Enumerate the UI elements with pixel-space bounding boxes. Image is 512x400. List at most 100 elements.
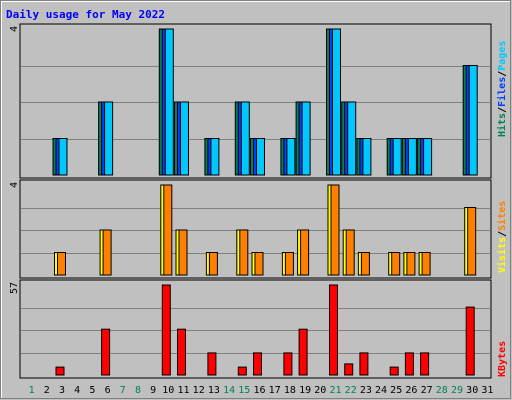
- x-tick-label-day-3: 3: [59, 385, 65, 396]
- bar-kbytes-day-13: [207, 352, 217, 376]
- x-tick-label-day-12: 12: [193, 385, 205, 396]
- bar-kbytes-day-6: [101, 328, 111, 376]
- bar-pages-day-26: [407, 138, 417, 176]
- x-tick-label-day-30: 30: [466, 385, 478, 396]
- panel-legend: Hits/Files/Pages: [496, 41, 508, 137]
- legend-entry: KBytes: [497, 341, 508, 377]
- bar-kbytes-day-18: [283, 352, 293, 376]
- legend-entry: Pages: [497, 41, 508, 71]
- bar-pages-day-18: [286, 138, 296, 176]
- legend-entry: /: [497, 107, 508, 113]
- panel-bars: [54, 184, 477, 276]
- x-tick-label-day-18: 18: [284, 385, 296, 396]
- bar-sites-day-10: [163, 184, 173, 276]
- chart-title: Daily usage for May 2022: [6, 8, 165, 21]
- x-tick-label-day-13: 13: [208, 385, 220, 396]
- y-max-label: 57: [9, 282, 20, 294]
- legend-entry: /: [497, 231, 508, 237]
- panel-bars: [52, 28, 478, 176]
- panel-legend: Visits/Sites: [496, 201, 508, 273]
- x-tick-label-day-11: 11: [177, 385, 189, 396]
- bar-sites-day-19: [300, 229, 310, 276]
- panel-kbytes: 57 KBytes: [9, 279, 508, 379]
- bar-sites-day-30: [467, 207, 477, 276]
- x-tick-label-day-28: 28: [436, 385, 448, 396]
- bar-pages-day-13: [210, 138, 220, 176]
- x-tick-label-day-23: 23: [360, 385, 372, 396]
- legend-entry: Files: [496, 77, 508, 107]
- bar-kbytes-day-25: [389, 366, 399, 376]
- bar-pages-day-15: [240, 101, 250, 176]
- bar-pages-day-22: [347, 101, 357, 176]
- bar-sites-day-18: [284, 252, 294, 276]
- x-tick-label-day-5: 5: [89, 385, 95, 396]
- x-tick-label-day-6: 6: [105, 385, 111, 396]
- x-axis-labels: 1 2 3 4 5 6 7 8 9 10 11 12 13 14 15 16 17 18 19 20 21 22 23 24 2…: [29, 385, 494, 396]
- panel-bars: [55, 284, 475, 376]
- bar-sites-day-13: [208, 252, 218, 276]
- panel-visits-sites: 4 Visits/Sites: [9, 179, 508, 279]
- bar-sites-day-22: [345, 229, 355, 276]
- x-tick-label-day-17: 17: [269, 385, 281, 396]
- bar-pages-day-27: [423, 138, 433, 176]
- x-tick-label-day-10: 10: [162, 385, 174, 396]
- x-tick-label-day-14: 14: [223, 385, 235, 396]
- x-tick-label-day-16: 16: [253, 385, 265, 396]
- bar-pages-day-25: [392, 138, 402, 176]
- legend-entry: Visits: [496, 237, 508, 273]
- x-tick-label-day-9: 9: [150, 385, 156, 396]
- y-max-label: 4: [9, 26, 20, 32]
- bar-sites-day-16: [254, 252, 264, 276]
- x-tick-label-day-19: 19: [299, 385, 311, 396]
- bar-kbytes-day-10: [161, 284, 171, 376]
- bar-kbytes-day-16: [253, 352, 262, 376]
- panel-legend: KBytes: [497, 341, 508, 377]
- bar-sites-day-25: [391, 252, 401, 276]
- bar-sites-day-26: [406, 252, 416, 276]
- bar-sites-day-27: [421, 252, 431, 276]
- x-tick-label-day-29: 29: [451, 385, 463, 396]
- bar-pages-day-11: [180, 101, 189, 176]
- x-tick-label-day-20: 20: [314, 385, 326, 396]
- x-tick-label-day-7: 7: [120, 385, 126, 396]
- bar-kbytes-day-26: [404, 352, 414, 376]
- legend-entry: Sites: [496, 201, 508, 231]
- bar-sites-day-15: [239, 229, 249, 276]
- x-tick-label-day-24: 24: [375, 385, 387, 396]
- bar-pages-day-23: [362, 138, 372, 176]
- bar-kbytes-day-15: [237, 366, 247, 376]
- x-tick-label-day-27: 27: [421, 385, 433, 396]
- x-tick-label-day-8: 8: [135, 385, 141, 396]
- legend-entry: /: [497, 71, 508, 77]
- bar-kbytes-day-27: [420, 352, 430, 376]
- y-max-label: 4: [9, 182, 20, 188]
- bar-kbytes-day-19: [298, 328, 308, 376]
- x-tick-label-day-15: 15: [238, 385, 250, 396]
- bar-pages-day-10: [164, 28, 174, 176]
- bar-sites-day-23: [360, 252, 370, 276]
- bar-sites-day-21: [330, 184, 340, 276]
- x-tick-label-day-25: 25: [390, 385, 402, 396]
- bar-kbytes-day-21: [329, 284, 338, 376]
- x-tick-label-day-22: 22: [345, 385, 357, 396]
- legend-entry: Hits: [496, 113, 508, 137]
- x-tick-label-day-26: 26: [405, 385, 417, 396]
- bar-pages-day-16: [256, 138, 265, 176]
- x-tick-label-day-1: 1: [29, 385, 35, 396]
- bar-kbytes-day-23: [359, 352, 369, 376]
- bar-kbytes-day-22: [344, 363, 354, 376]
- bar-kbytes-day-11: [177, 328, 186, 376]
- bar-sites-day-6: [102, 229, 112, 276]
- x-tick-label-day-31: 31: [481, 385, 493, 396]
- bar-pages-day-19: [301, 101, 311, 176]
- bar-kbytes-day-30: [465, 306, 475, 376]
- bar-kbytes-day-3: [55, 366, 65, 376]
- x-tick-label-day-21: 21: [329, 385, 341, 396]
- bar-pages-day-6: [104, 101, 114, 176]
- x-tick-label-day-4: 4: [74, 385, 80, 396]
- bar-pages-day-21: [332, 28, 341, 176]
- bar-sites-day-3: [57, 252, 66, 276]
